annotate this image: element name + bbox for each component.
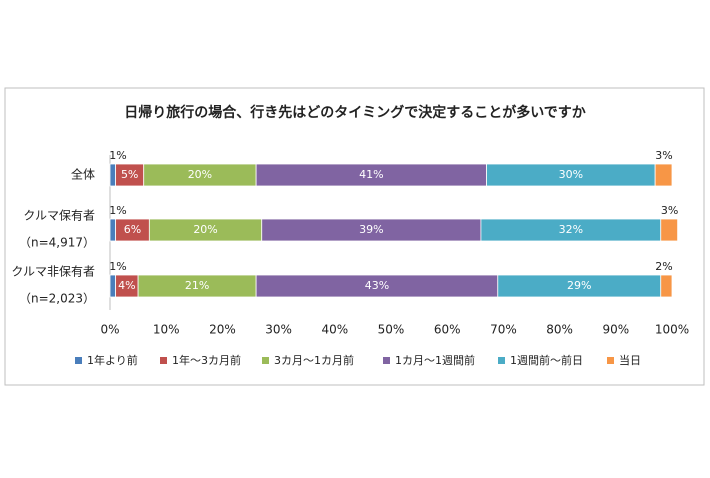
category-label: 全体	[71, 167, 95, 182]
legend-swatch	[160, 357, 167, 364]
data-label: 2%	[655, 260, 672, 273]
bar-segment	[109, 274, 117, 298]
x-tick-label: 60%	[434, 323, 461, 337]
category-label: クルマ非保有者	[11, 265, 95, 279]
x-tick-label: 80%	[546, 323, 573, 337]
x-tick-label: 20%	[209, 323, 236, 337]
legend-label: 3カ月～1カ月前	[274, 353, 354, 367]
legend-swatch	[262, 357, 269, 364]
data-label: 5%	[121, 168, 138, 181]
category-label: クルマ保有者	[23, 209, 95, 223]
x-tick-label: 10%	[153, 323, 180, 337]
legend-label: 当日	[619, 353, 641, 367]
data-label: 21%	[185, 279, 209, 292]
data-label: 6%	[124, 223, 141, 236]
data-label: 32%	[559, 223, 583, 236]
category-label: （n=4,917）	[19, 236, 95, 250]
data-label: 1%	[109, 260, 126, 273]
legend-swatch	[75, 357, 82, 364]
x-tick-label: 30%	[265, 323, 292, 337]
legend-label: 1カ月～1週間前	[395, 353, 475, 367]
x-tick-label: 100%	[655, 323, 689, 337]
legend-swatch	[383, 357, 390, 364]
bar-segment	[109, 218, 117, 242]
data-label: 20%	[188, 168, 212, 181]
bar-segment	[654, 163, 673, 187]
bar-segment	[660, 274, 673, 298]
data-label: 30%	[559, 168, 583, 181]
data-label: 29%	[567, 279, 591, 292]
data-label: 1%	[109, 149, 126, 162]
chart-title: 日帰り旅行の場合、行き先はどのタイミングで決定することが多いですか	[124, 104, 586, 121]
x-tick-label: 0%	[100, 323, 119, 337]
data-label: 1%	[109, 204, 126, 217]
legend-label: 1年～3カ月前	[172, 353, 241, 367]
bar-segment	[660, 218, 679, 242]
category-label: （n=2,023）	[19, 292, 95, 306]
x-tick-label: 90%	[602, 323, 629, 337]
data-label: 41%	[359, 168, 383, 181]
data-label: 39%	[359, 223, 383, 236]
legend-label: 1年より前	[87, 353, 138, 367]
data-label: 3%	[655, 149, 672, 162]
legend-swatch	[498, 357, 505, 364]
data-label: 3%	[661, 204, 678, 217]
legend-swatch	[607, 357, 614, 364]
bar-segment	[109, 163, 117, 187]
data-label: 4%	[118, 279, 135, 292]
x-tick-label: 50%	[378, 323, 405, 337]
x-tick-label: 70%	[490, 323, 517, 337]
x-tick-label: 40%	[321, 323, 348, 337]
data-label: 43%	[365, 279, 389, 292]
data-label: 20%	[193, 223, 217, 236]
legend-label: 1週間前～前日	[510, 353, 583, 367]
